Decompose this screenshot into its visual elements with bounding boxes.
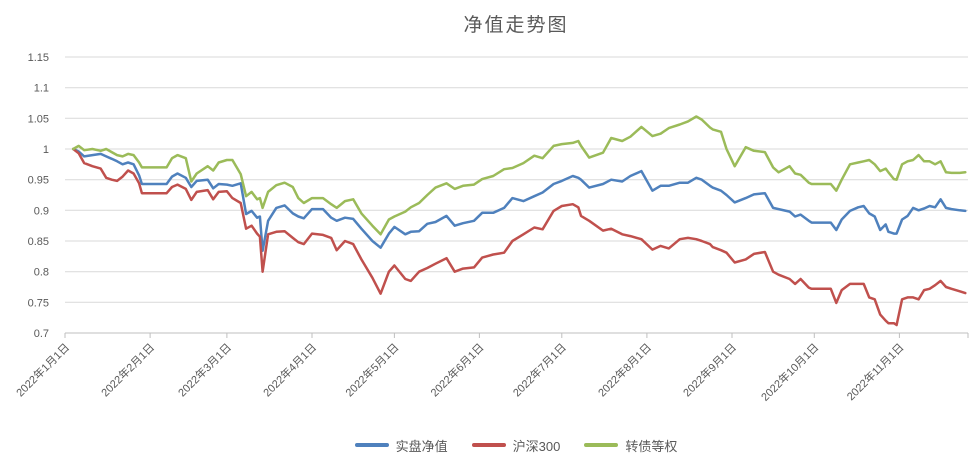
y-tick-label: 1.05 [28,113,49,125]
x-tick-label: 2022年6月1日 [427,340,486,399]
x-tick-label: 2022年4月1日 [260,340,319,399]
legend-label: 沪深300 [512,438,561,454]
legend-label: 转债等权 [625,438,678,454]
x-tick-label: 2022年1月1日 [13,340,72,399]
legend-label: 实盘净值 [395,438,448,454]
legend-item-csi300: 沪深300 [471,436,561,455]
y-tick-label: 0.85 [28,236,49,248]
x-tick-label: 2022年10月1日 [758,340,822,404]
y-tick-label: 1.15 [28,52,49,64]
y-tick-label: 0.9 [34,205,49,217]
legend-line-swatch-red [471,443,506,447]
x-tick-label: 2022年8月1日 [595,340,654,399]
plot-svg: 1.15 1.1 1.05 1 0.95 0.9 0.85 0.8 0.75 0.72022年1月… [13,52,969,404]
x-tick-label: 2022年3月1日 [175,340,234,399]
x-tick-label: 2022年9月1日 [680,340,739,399]
y-tick-label: 0.75 [28,297,49,309]
legend: 实盘净值 沪深300 转债等权 [54,433,978,457]
series-line-2 [71,115,967,236]
y-tick-label: 1 [43,144,49,156]
x-tick-label: 2022年5月1日 [342,340,401,399]
legend-line-swatch-green [584,443,619,447]
x-tick-label: 2022年2月1日 [98,340,157,399]
y-tick-label: 0.7 [34,328,49,340]
legend-item-convertible-equal-weight: 转债等权 [584,436,677,455]
legend-line-swatch-blue [354,443,389,447]
x-tick-label: 2022年11月1日 [844,340,907,403]
series-line-0 [71,147,967,253]
series-line-1 [71,147,967,327]
x-tick-label: 2022年7月1日 [510,340,569,399]
legend-item-real-net-value: 实盘净值 [354,436,448,455]
chart-title: 净值走势图 [463,15,569,36]
y-tick-label: 1.1 [34,83,49,95]
y-tick-label: 0.8 [34,267,49,279]
y-tick-label: 0.95 [28,175,49,187]
